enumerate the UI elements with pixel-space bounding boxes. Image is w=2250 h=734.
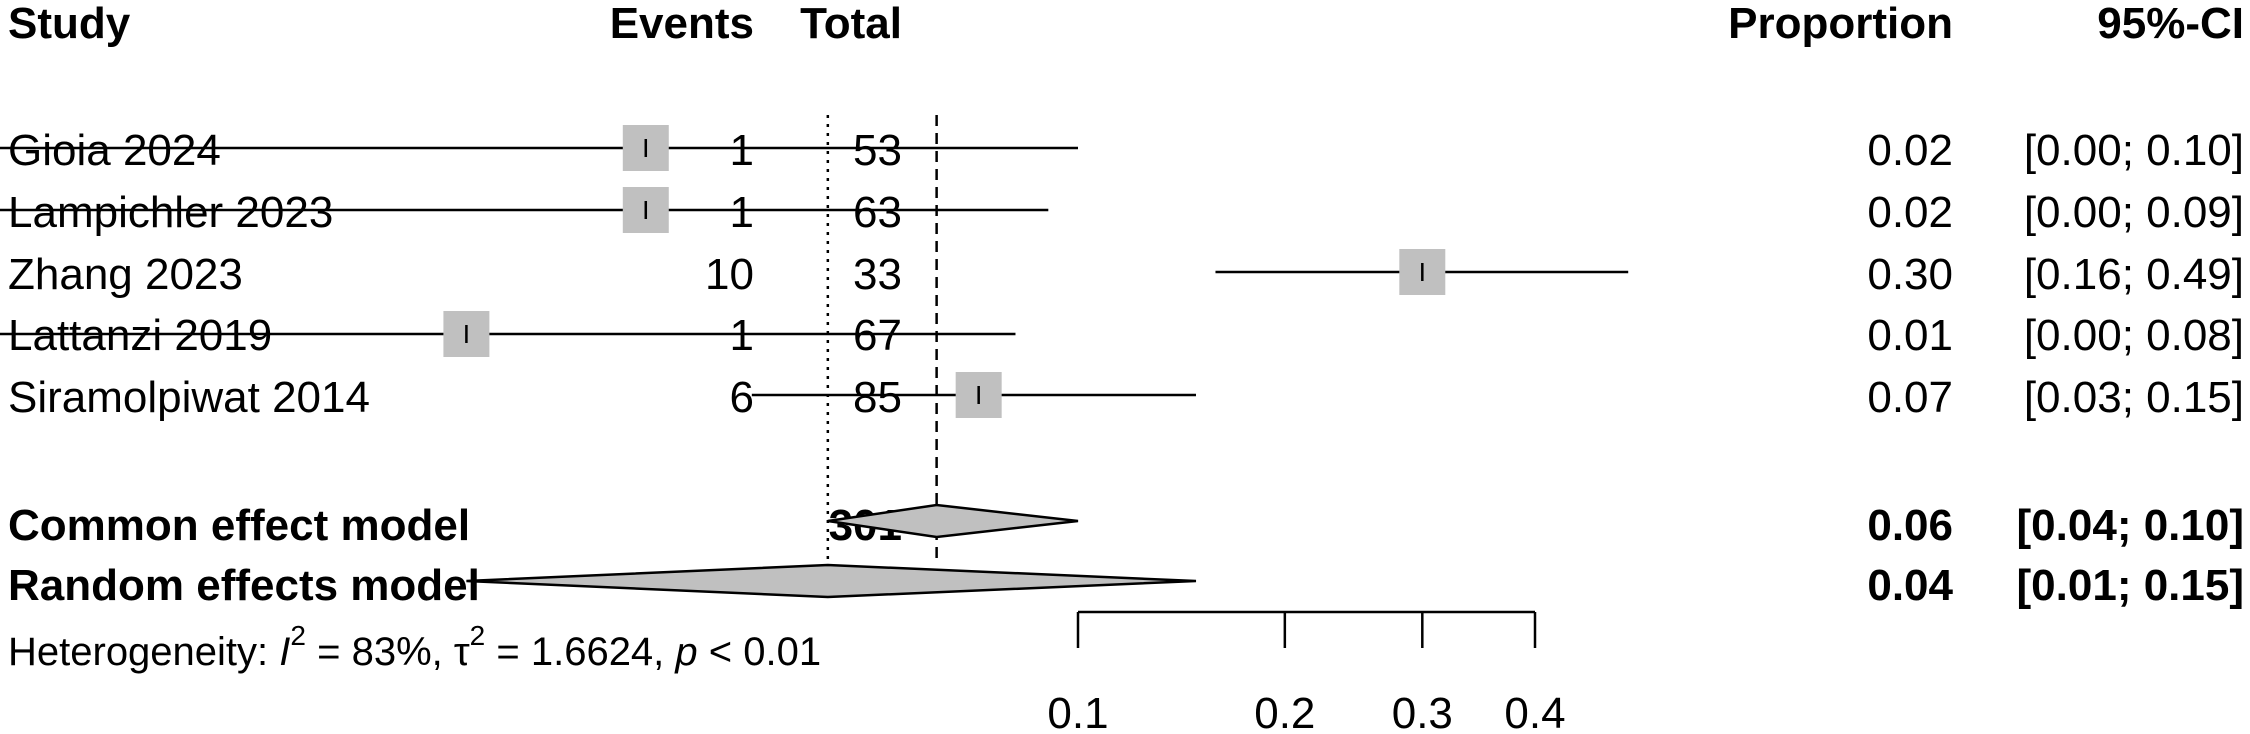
heterogeneity-p-symbol: p — [674, 630, 697, 674]
study-total: 33 — [853, 250, 902, 299]
plot-marks: 0.1 0.2 0.3 0.4 — [0, 115, 1629, 734]
header-study: Study — [8, 0, 131, 48]
study-total: 63 — [853, 188, 902, 237]
header-proportion: Proportion — [1728, 0, 1953, 48]
x-axis-tick-label: 0.1 — [1047, 689, 1108, 734]
study-ci: [0.00; 0.08] — [2024, 311, 2244, 360]
header-events: Events — [610, 0, 754, 48]
study-proportion: 0.02 — [1867, 126, 1953, 175]
study-name: Zhang 2023 — [8, 250, 243, 299]
heterogeneity-i-value: = 83%, — [306, 630, 454, 674]
random-effects-proportion: 0.04 — [1867, 561, 1953, 610]
study-total: 85 — [853, 373, 902, 422]
random-effects-diamond — [466, 563, 1197, 599]
study-events: 1 — [730, 126, 754, 175]
study-row: Lampichler 2023 1 63 0.02 [0.00; 0.09] — [8, 188, 2244, 237]
x-axis-tick-label: 0.3 — [1392, 689, 1453, 734]
study-total: 53 — [853, 126, 902, 175]
study-ci: [0.16; 0.49] — [2024, 250, 2244, 299]
study-proportion: 0.30 — [1867, 250, 1953, 299]
common-effect-row: Common effect model 301 0.06 [0.04; 0.10… — [8, 501, 2244, 550]
study-events: 1 — [730, 188, 754, 237]
study-ci: [0.00; 0.09] — [2024, 188, 2244, 237]
x-axis-tick-label: 0.4 — [1504, 689, 1565, 734]
study-row: Siramolpiwat 2014 6 85 0.07 [0.03; 0.15] — [8, 373, 2244, 422]
study-row: Gioia 2024 1 53 0.02 [0.00; 0.10] — [8, 126, 2244, 175]
random-effects-row: Random effects model 0.04 [0.01; 0.15] — [8, 561, 2244, 610]
common-effect-ci: [0.04; 0.10] — [2017, 501, 2244, 550]
heterogeneity-tau-value: = 1.6624, — [485, 630, 675, 674]
heterogeneity-text: Heterogeneity: I2 = 83%, τ2 = 1.6624, p … — [8, 620, 821, 674]
study-proportion: 0.07 — [1867, 373, 1953, 422]
study-total: 67 — [853, 311, 902, 360]
study-events: 10 — [705, 250, 754, 299]
heterogeneity-tau-symbol: τ — [454, 630, 470, 674]
heterogeneity-i-superscript: 2 — [290, 620, 306, 651]
heterogeneity-p-value: < 0.01 — [698, 630, 821, 674]
study-events: 6 — [730, 373, 754, 422]
study-name: Gioia 2024 — [8, 126, 221, 175]
common-effect-diamond — [827, 503, 1079, 539]
study-events: 1 — [730, 311, 754, 360]
study-name: Lampichler 2023 — [8, 188, 333, 237]
common-effect-label: Common effect model — [8, 501, 470, 550]
study-name: Siramolpiwat 2014 — [8, 373, 370, 422]
common-effect-proportion: 0.06 — [1867, 501, 1953, 550]
study-name: Lattanzi 2019 — [8, 311, 272, 360]
study-ci: [0.00; 0.10] — [2024, 126, 2244, 175]
study-rows: Gioia 2024 1 53 0.02 [0.00; 0.10] Lampic… — [8, 126, 2244, 422]
study-row: Zhang 2023 10 33 0.30 [0.16; 0.49] — [8, 250, 2244, 299]
header-total: Total — [800, 0, 902, 48]
heterogeneity-i-symbol: I — [279, 630, 290, 674]
random-effects-label: Random effects model — [8, 561, 480, 610]
study-proportion: 0.01 — [1867, 311, 1953, 360]
heterogeneity-prefix: Heterogeneity: — [8, 630, 279, 674]
heterogeneity-tau-superscript: 2 — [470, 620, 486, 651]
study-proportion: 0.02 — [1867, 188, 1953, 237]
random-effects-ci: [0.01; 0.15] — [2017, 561, 2244, 610]
x-axis-tick-label: 0.2 — [1254, 689, 1315, 734]
header-ci: 95%-CI — [2097, 0, 2244, 48]
study-row: Lattanzi 2019 1 67 0.01 [0.00; 0.08] — [8, 311, 2244, 360]
study-ci: [0.03; 0.15] — [2024, 373, 2244, 422]
